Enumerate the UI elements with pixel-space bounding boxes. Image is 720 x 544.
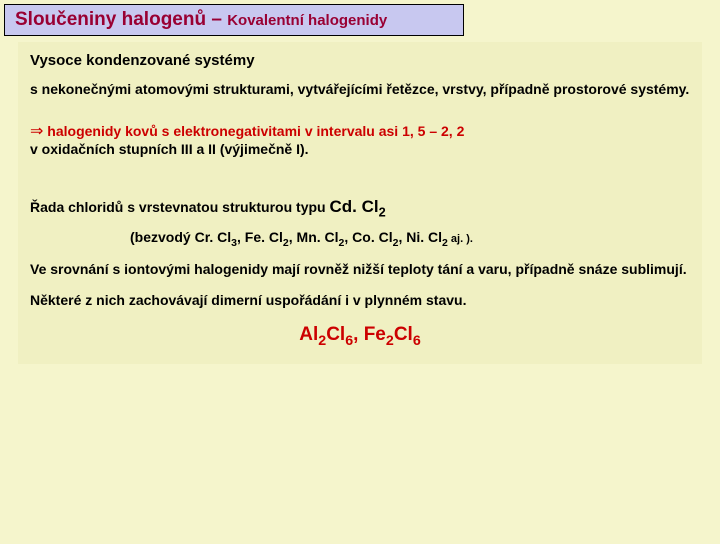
section-title: Vysoce kondenzované systémy <box>30 52 690 69</box>
paragraph-1: s nekonečnými atomovými strukturami, vyt… <box>30 81 690 99</box>
f1-s2: 6 <box>345 332 353 348</box>
paragraph-3: Řada chloridů s vrstevnatou strukturou t… <box>30 197 690 219</box>
examples-line: (bezvodý Cr. Cl3, Fe. Cl2, Mn. Cl2, Co. … <box>130 229 690 249</box>
p2-black: v oxidačních stupních III a II (výjimečn… <box>30 141 690 157</box>
p2-red: halogenidy kovů s elektronegativitami v … <box>43 123 464 139</box>
p4-close: ). <box>466 233 473 245</box>
sep1: , <box>237 229 245 245</box>
paragraph-2: ⇒ halogenidy kovů s elektronegativitami … <box>30 121 690 141</box>
p3-a: Řada chloridů s vrstevnatou strukturou t… <box>30 199 330 215</box>
sep2: , <box>289 229 297 245</box>
p4-aj: aj. <box>448 233 466 245</box>
f2b: Cl <box>394 324 413 345</box>
header-sub: Kovalentní halogenidy <box>227 12 387 29</box>
ex1: Cr. Cl <box>195 229 232 245</box>
p3-b: Cd. Cl <box>330 197 379 216</box>
arrow-icon: ⇒ <box>30 123 43 140</box>
fsep: , <box>353 324 364 345</box>
paragraph-6: Některé z nich zachovávají dimerní uspoř… <box>30 292 690 310</box>
p3-formula: Cd. Cl2 <box>330 197 386 216</box>
paragraph-5: Ve srovnání s iontovými halogenidy mají … <box>30 261 690 279</box>
ex2: Fe. Cl <box>245 229 283 245</box>
ex4: Co. Cl <box>352 229 392 245</box>
header-box: Sloučeniny halogenů – Kovalentní halogen… <box>4 4 464 36</box>
p4-open: (bezvodý <box>130 229 195 245</box>
header-main: Sloučeniny halogenů – <box>15 9 227 30</box>
f2-s2: 6 <box>413 332 421 348</box>
p3-sub: 2 <box>379 204 386 219</box>
ex5: Ni. Cl <box>406 229 442 245</box>
f1b: Cl <box>326 324 345 345</box>
f2: Fe <box>364 324 386 345</box>
f1-s1: 2 <box>318 332 326 348</box>
f2-s1: 2 <box>386 332 394 348</box>
ex3: Mn. Cl <box>297 229 339 245</box>
content-box: Vysoce kondenzované systémy s nekonečným… <box>18 42 702 364</box>
center-formula: Al2Cl6, Fe2Cl6 <box>30 324 690 349</box>
sep3: , <box>344 229 352 245</box>
f1: Al <box>299 324 318 345</box>
